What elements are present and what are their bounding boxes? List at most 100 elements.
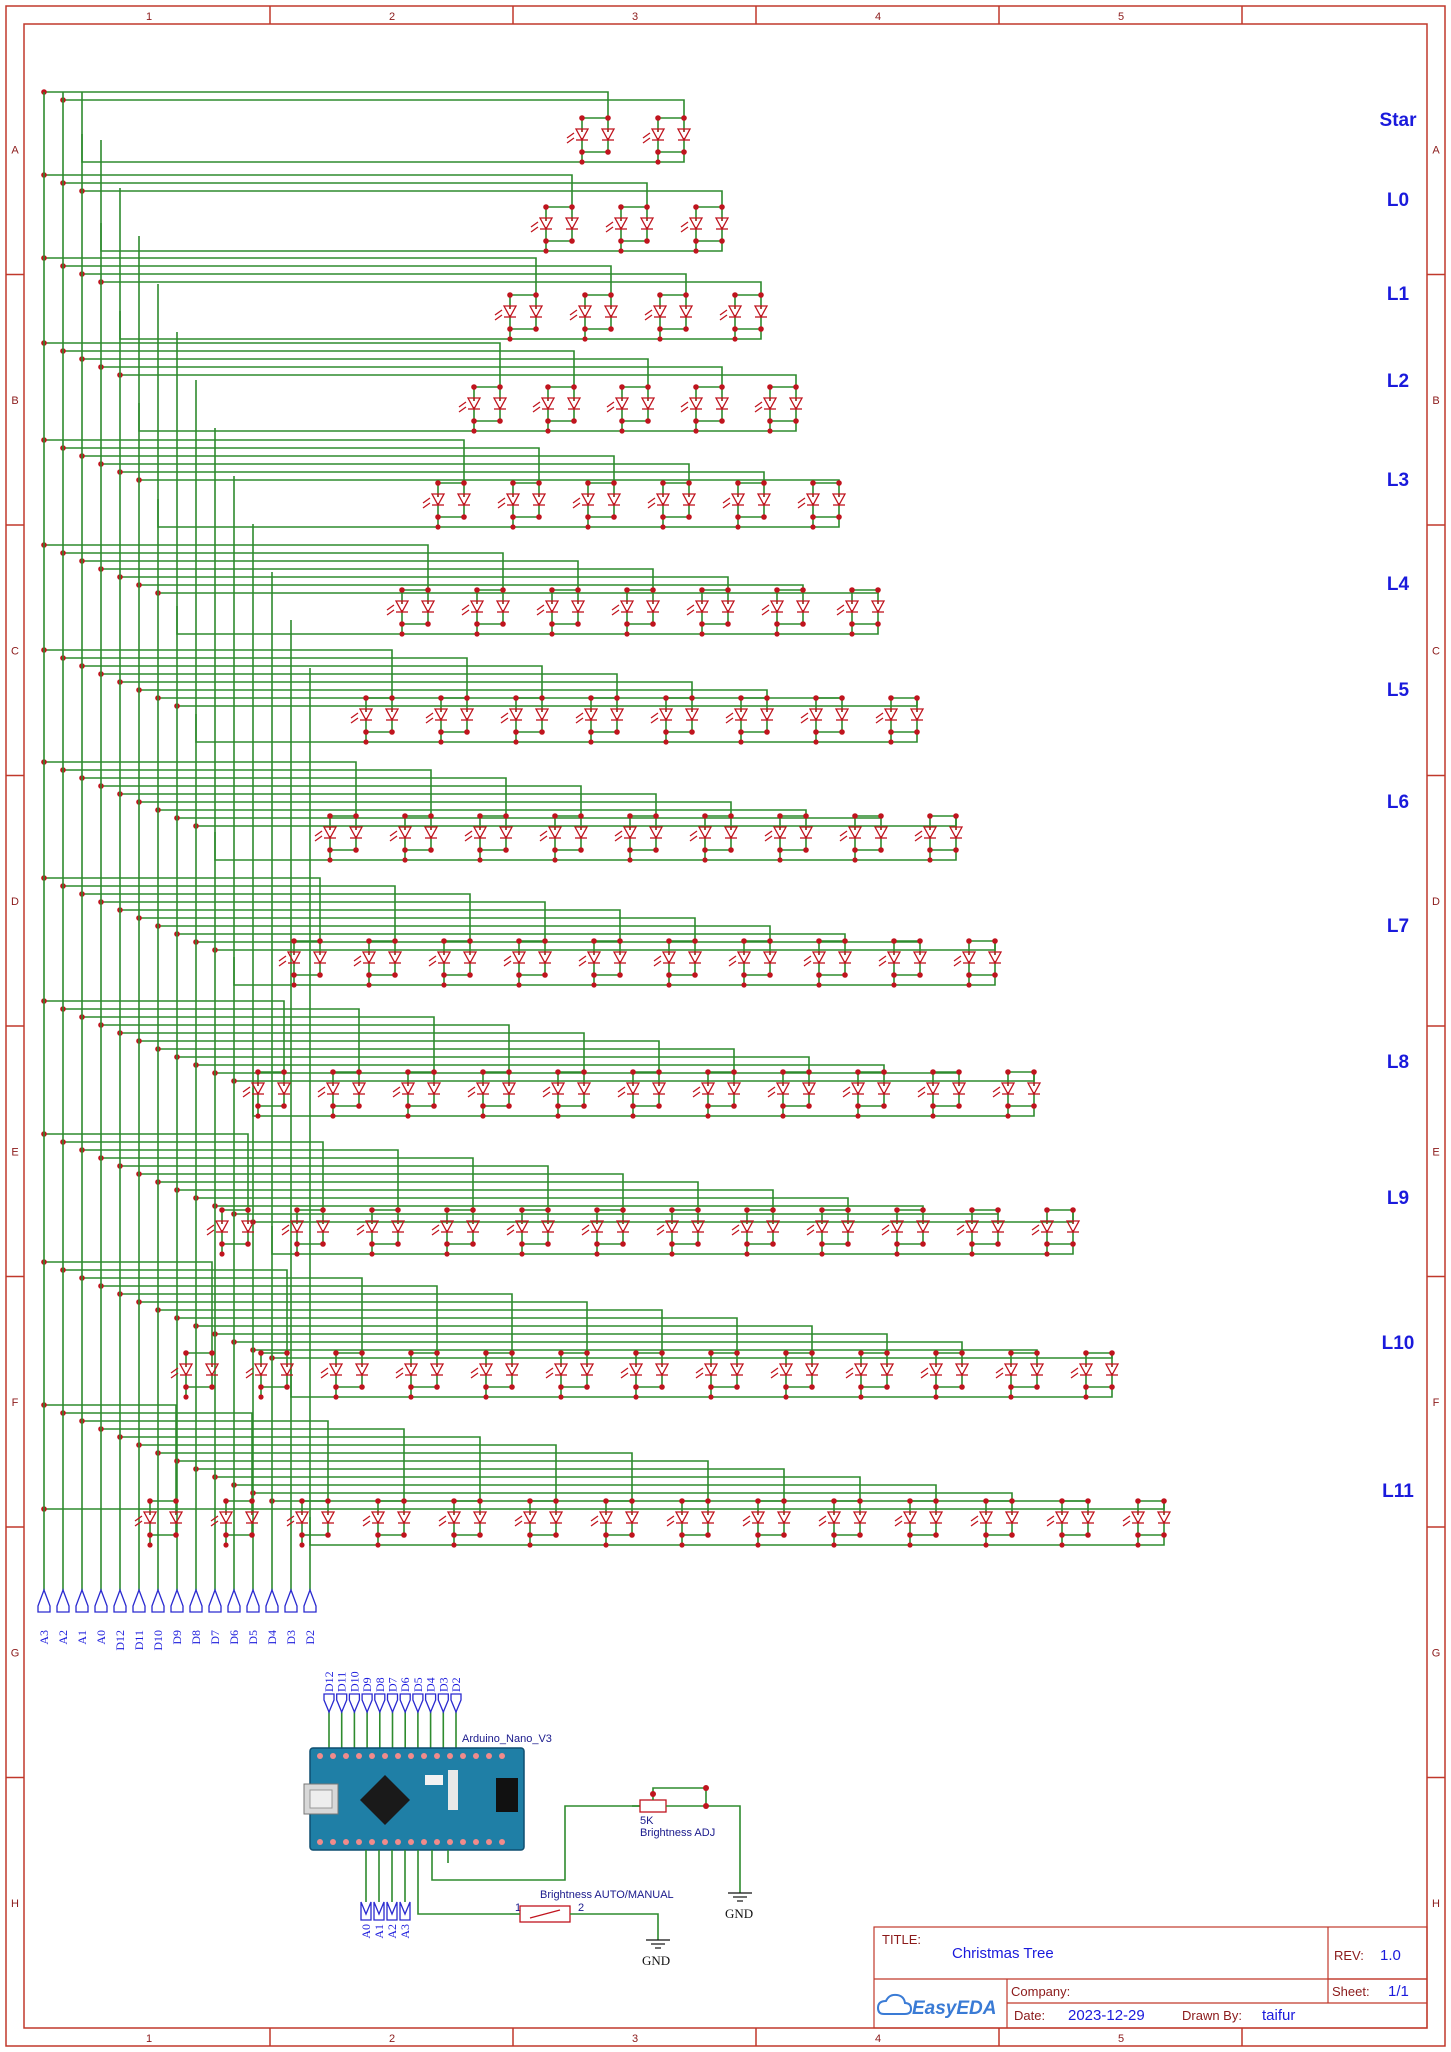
led-pair (842, 1069, 892, 1109)
junction-dot (516, 972, 522, 978)
led-wire (365, 697, 393, 712)
junction-dot (806, 1069, 812, 1075)
led-wire (401, 610, 429, 625)
net-port-d2 (303, 1588, 317, 1613)
arduino-nano-board[interactable] (303, 1747, 525, 1851)
led-wire (757, 1500, 785, 1515)
led-emit-arrow (742, 1515, 751, 1522)
led-emit-arrow (725, 712, 734, 719)
net-port-d7 (208, 1588, 222, 1613)
junction-dot (767, 972, 773, 978)
junction-dot (858, 1384, 864, 1390)
junction-dot (461, 480, 467, 486)
junction-dot (294, 1207, 300, 1213)
led-pair (770, 1350, 820, 1390)
anode-wire (177, 1317, 738, 1353)
frame-col-label: 5 (1118, 11, 1124, 23)
junction-dot (689, 695, 695, 701)
led-emit-arrow (242, 1091, 251, 1098)
led-emit-arrow (514, 1515, 523, 1522)
switch-pin-1: 1 (515, 1902, 521, 1914)
junction-dot (813, 695, 819, 701)
led-wire (453, 1521, 481, 1536)
led-wire (681, 1521, 709, 1536)
led-emit-arrow (575, 717, 584, 724)
led-wire (1085, 1373, 1113, 1388)
junction-dot (1031, 1069, 1037, 1075)
junction-dot (705, 1069, 711, 1075)
junction-dot (513, 695, 519, 701)
led-emit-arrow (392, 1086, 401, 1093)
header-pin (434, 1839, 440, 1845)
led-emit-arrow (754, 401, 763, 408)
junction-dot (183, 1350, 189, 1356)
junction-dot (992, 972, 998, 978)
junction-dot (320, 1207, 326, 1213)
anode-wire (120, 1436, 481, 1501)
header-pin (499, 1839, 505, 1845)
led-emit-arrow (362, 1520, 371, 1527)
junction-dot (663, 729, 669, 735)
header-pin (460, 1753, 466, 1759)
nano-port-label-d10: D10 (347, 1671, 361, 1692)
led-emit-arrow (572, 497, 581, 504)
brightness-switch[interactable]: Brightness AUTO/MANUAL 1 2 (510, 1889, 674, 1940)
junction-dot (681, 115, 687, 121)
led-wire (1061, 1500, 1089, 1515)
net-port-label-a1: A1 (75, 1630, 89, 1645)
junction-dot (770, 1241, 776, 1247)
led-wire (757, 1521, 785, 1536)
anode-wire (63, 182, 648, 207)
led-emit-arrow (992, 1091, 1001, 1098)
anode-wire (139, 479, 840, 483)
junction-dot (438, 695, 444, 701)
junction-dot (619, 428, 625, 434)
junction-dot (255, 1069, 261, 1075)
brightness-potentiometer[interactable]: 5K Brightness ADJ (632, 1785, 741, 1893)
junction-dot (435, 480, 441, 486)
junction-dot (852, 857, 858, 863)
junction-dot (656, 1069, 662, 1075)
led-wire (1007, 1071, 1035, 1086)
junction-dot (891, 938, 897, 944)
junction-dot (849, 621, 855, 627)
led-wire (821, 1209, 849, 1224)
anode-wire (234, 1484, 937, 1501)
junction-dot (719, 418, 725, 424)
level-block-l8 (242, 1069, 1042, 1109)
nano-port-label-d4: D4 (424, 1677, 438, 1692)
company-label: Company: (1011, 1984, 1070, 1999)
junction-dot (1059, 1542, 1065, 1548)
led-wire (851, 589, 879, 604)
sheet-frame: 1 1 2 2 3 3 4 4 5 5 A A B B C C D D E E F F G G H H (5, 5, 1446, 2047)
led-emit-arrow (500, 712, 509, 719)
junction-dot (317, 938, 323, 944)
led-wire (815, 718, 843, 733)
led-pair (995, 1350, 1045, 1390)
led-pair (428, 938, 478, 978)
led-wire (509, 294, 537, 309)
led-wire (404, 815, 432, 830)
junction-dot (633, 1350, 639, 1356)
anode-wire (82, 1277, 363, 1353)
anode-wire (101, 785, 582, 816)
header-pin (395, 1839, 401, 1845)
junction-dot (659, 1350, 665, 1356)
junction-dot (294, 1241, 300, 1247)
led-emit-arrow (914, 835, 923, 842)
led-wire (985, 1521, 1013, 1536)
junction-dot (627, 847, 633, 853)
junction-dot (503, 847, 509, 853)
junction-dot (933, 1394, 939, 1400)
led-wire (401, 589, 429, 604)
led-emit-arrow (806, 1224, 815, 1231)
frame-col-label: 3 (632, 2033, 638, 2045)
junction-dot (705, 1532, 711, 1538)
header-pin (382, 1839, 388, 1845)
led-emit-arrow (242, 1086, 251, 1093)
junction-dot (527, 1498, 533, 1504)
junction-dot (1083, 1394, 1089, 1400)
led-wire (545, 227, 573, 242)
led-pair (606, 384, 656, 424)
junction-dot (330, 1113, 336, 1119)
